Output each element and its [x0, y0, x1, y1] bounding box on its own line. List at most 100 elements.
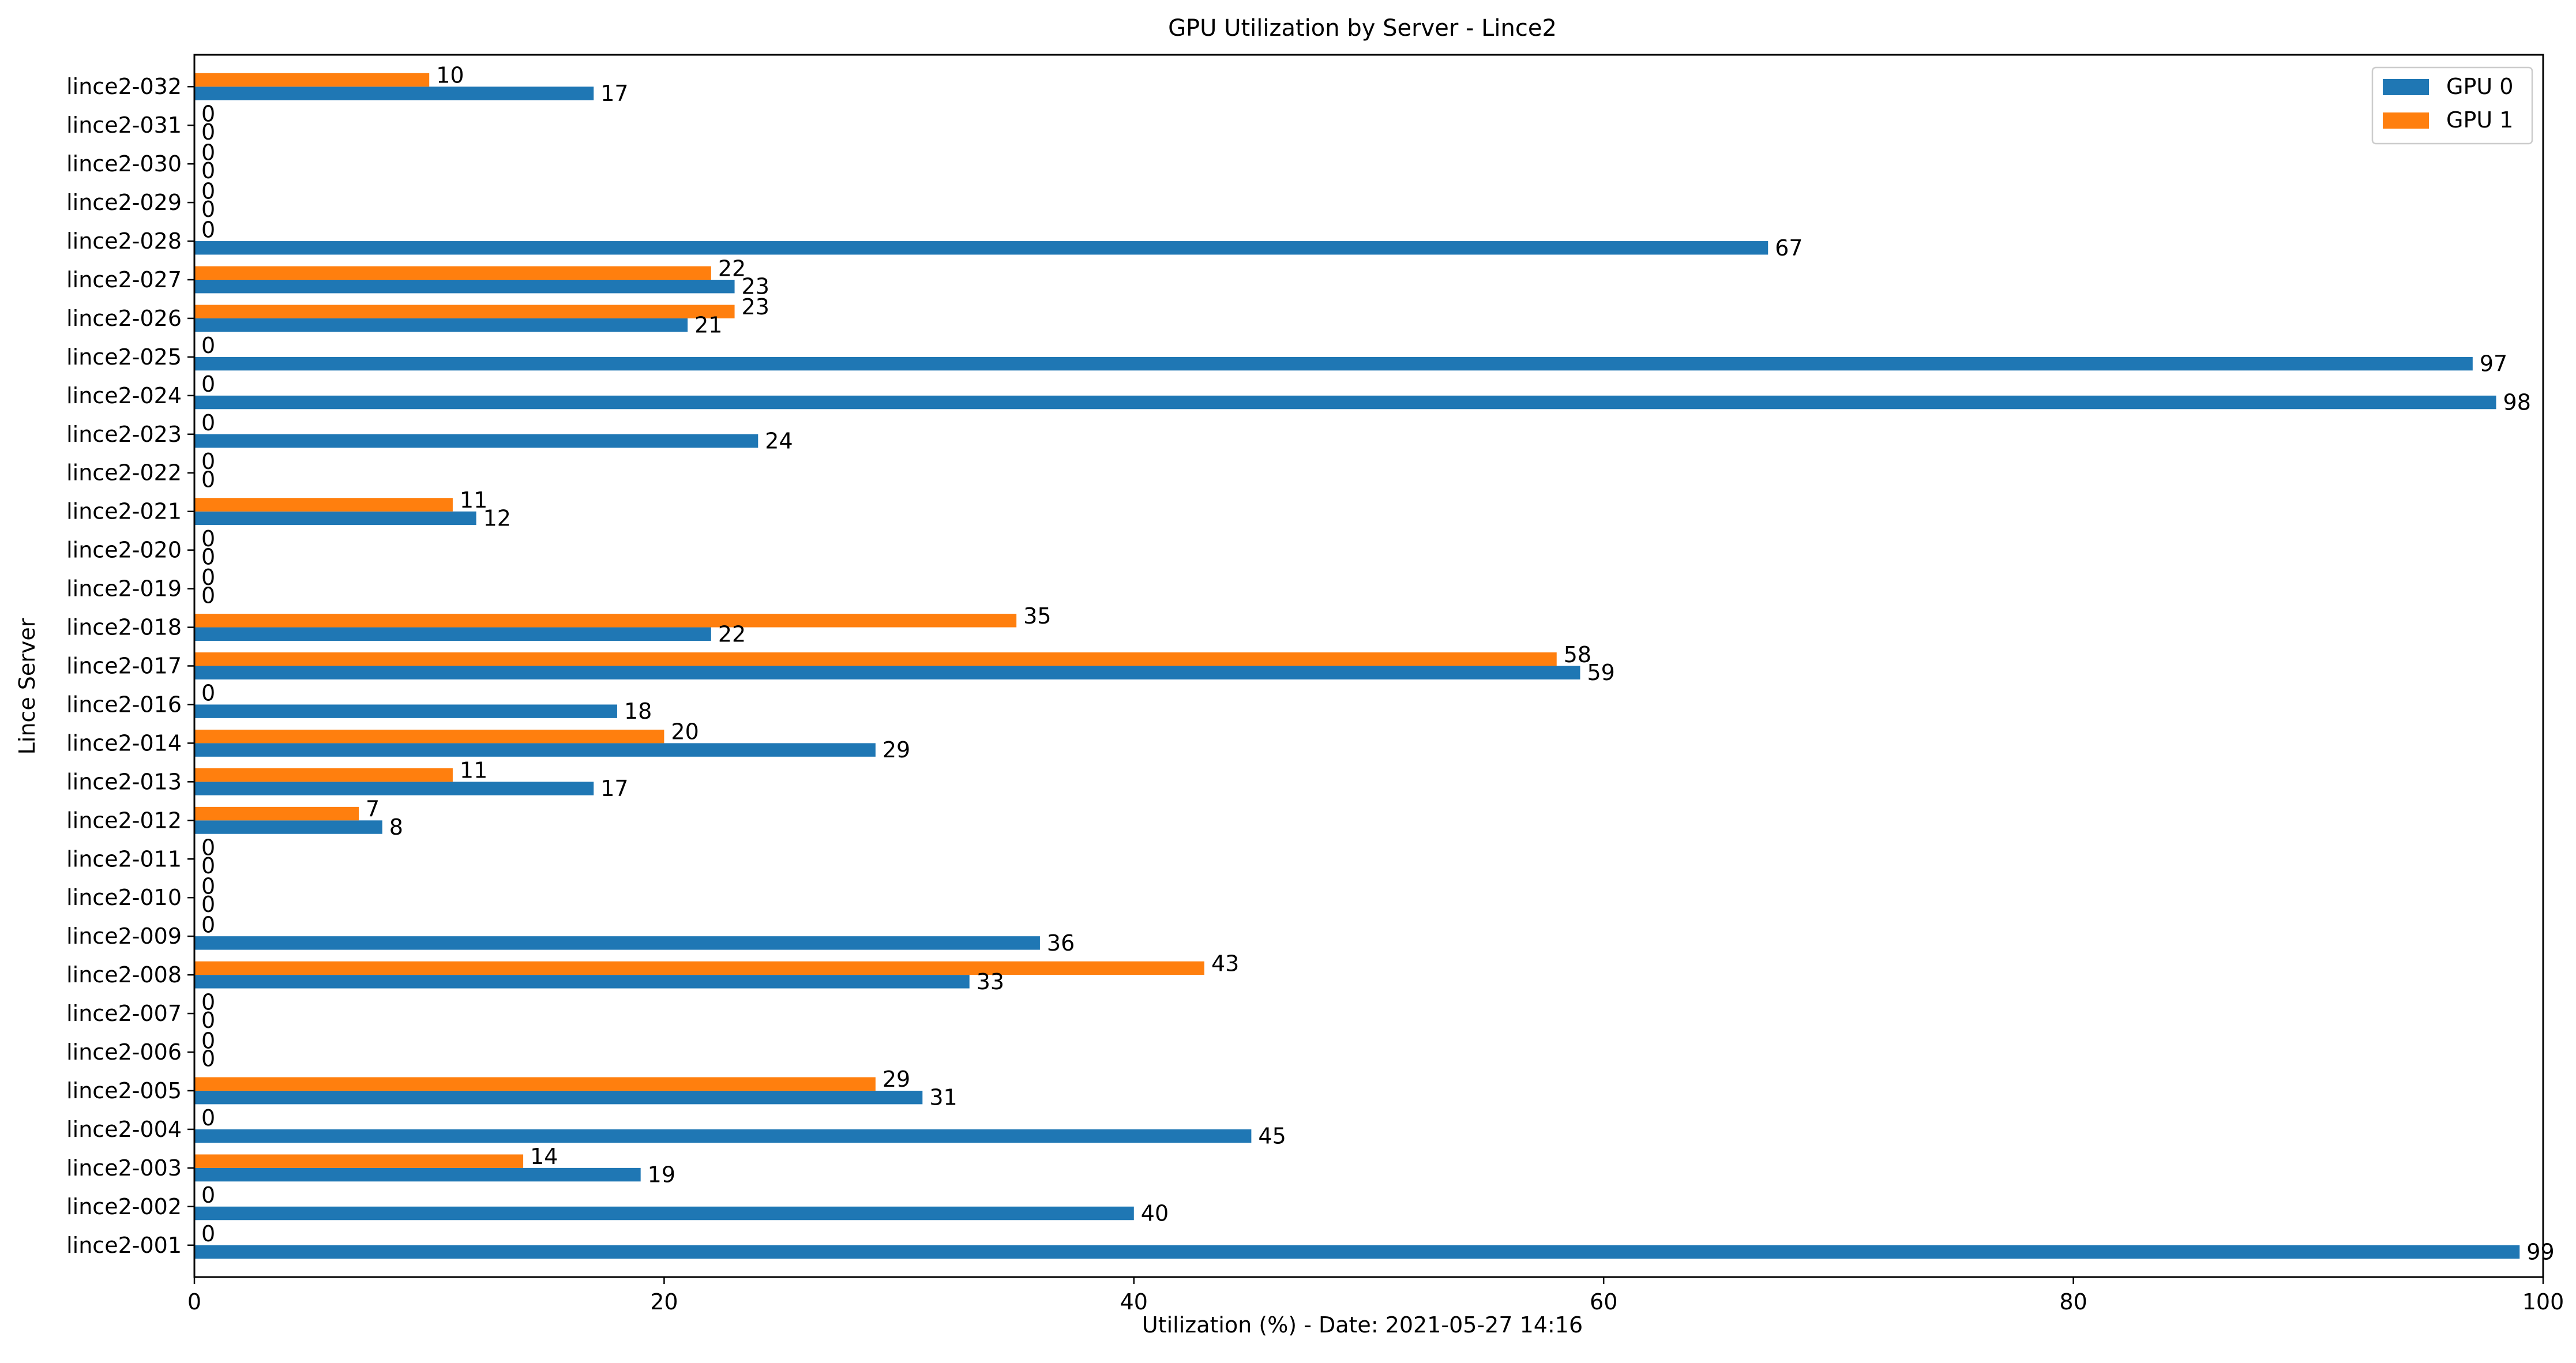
value-label-gpu0: 45	[1258, 1124, 1286, 1149]
bar-gpu1	[194, 266, 711, 280]
value-label-gpu0: 0	[201, 119, 215, 145]
value-label-gpu1: 0	[201, 1105, 215, 1131]
bar-gpu1	[194, 73, 430, 87]
bars-layer	[194, 73, 2520, 1259]
value-label-gpu1: 0	[201, 565, 215, 590]
bar-gpu0	[194, 279, 735, 294]
value-label-gpu1: 0	[201, 526, 215, 551]
y-tick-label: lince2-007	[66, 1001, 182, 1026]
bar-gpu0	[194, 1206, 1134, 1221]
value-label-gpu0: 0	[201, 467, 215, 492]
y-tick-label: lince2-028	[66, 228, 182, 254]
bar-gpu0	[194, 356, 2473, 371]
value-label-gpu0: 0	[201, 892, 215, 917]
bar-gpu0	[194, 1167, 641, 1182]
bar-gpu1	[194, 614, 1017, 628]
value-label-gpu1: 0	[201, 1028, 215, 1053]
y-tick-label: lince2-026	[66, 306, 182, 331]
bar-gpu0	[194, 627, 711, 641]
bar-gpu0	[194, 704, 617, 718]
bar-gpu0	[194, 1245, 2520, 1259]
y-tick-label: lince2-020	[66, 538, 182, 563]
legend-swatch	[2383, 79, 2429, 95]
value-label-gpu0: 98	[2503, 390, 2531, 415]
value-label-gpu0: 0	[201, 158, 215, 183]
value-label-gpu0: 23	[742, 274, 769, 299]
y-tick-label: lince2-023	[66, 422, 182, 447]
bar-gpu0	[194, 1090, 923, 1105]
value-label-gpu1: 29	[883, 1067, 910, 1092]
y-tick-label: lince2-022	[66, 460, 182, 486]
y-tick-label: lince2-004	[66, 1117, 182, 1142]
value-label-gpu0: 21	[694, 313, 722, 338]
bar-gpu0	[194, 975, 970, 989]
value-label-gpu1: 0	[201, 371, 215, 397]
legend-swatch	[2383, 112, 2429, 129]
value-label-gpu1: 10	[436, 63, 464, 88]
y-tick-label: lince2-008	[66, 962, 182, 987]
bar-gpu1	[194, 498, 453, 512]
y-tick-label: lince2-006	[66, 1039, 182, 1065]
x-axis: 0 20 40 60 80 100	[187, 1277, 2564, 1315]
y-tick-label: lince2-012	[66, 808, 182, 833]
value-label-gpu1: 0	[201, 681, 215, 706]
value-label-gpu0: 0	[201, 544, 215, 569]
bar-gpu1	[194, 806, 359, 821]
value-label-gpu0: 12	[483, 505, 511, 531]
value-label-gpu1: 0	[201, 410, 215, 435]
value-label-gpu1: 22	[718, 256, 746, 281]
bar-gpu0	[194, 241, 1768, 255]
chart-title: GPU Utilization by Server - Lince2	[1168, 15, 1557, 42]
y-tick-label: lince2-016	[66, 692, 182, 717]
y-tick-label: lince2-011	[66, 846, 182, 872]
value-label-gpu1: 0	[201, 217, 215, 242]
bar-gpu1	[194, 652, 1557, 666]
bar-gpu1	[194, 1077, 876, 1091]
value-label-gpu0: 0	[201, 1008, 215, 1033]
value-label-gpu0: 0	[201, 1046, 215, 1072]
value-label-gpu0: 17	[600, 81, 628, 106]
x-tick-label: 100	[2522, 1289, 2564, 1315]
value-label-gpu1: 0	[201, 449, 215, 474]
value-label-gpu1: 0	[201, 873, 215, 899]
value-label-gpu0: 8	[389, 814, 403, 840]
bar-gpu1	[194, 305, 735, 318]
y-tick-label: lince2-017	[66, 654, 182, 679]
bar-gpu0	[194, 395, 2496, 410]
bar-gpu1	[194, 729, 664, 744]
y-tick-label: lince2-010	[66, 885, 182, 910]
value-label-gpu0: 18	[624, 699, 652, 724]
value-label-gpu1: 0	[201, 101, 215, 126]
y-axis-label: Lince Server	[14, 618, 40, 754]
y-tick-label: lince2-005	[66, 1078, 182, 1103]
x-tick-label: 40	[1120, 1289, 1148, 1315]
value-label-gpu0: 67	[1775, 235, 1803, 261]
y-tick-label: lince2-019	[66, 576, 182, 602]
value-label-gpu0: 0	[201, 197, 215, 222]
y-tick-label: lince2-025	[66, 344, 182, 370]
y-tick-label: lince2-001	[66, 1233, 182, 1258]
y-tick-label: lince2-013	[66, 769, 182, 794]
value-label-gpu0: 97	[2480, 351, 2507, 377]
bar-gpu1	[194, 768, 453, 782]
y-tick-label: lince2-002	[66, 1194, 182, 1219]
value-label-gpu1: 11	[460, 487, 487, 513]
x-tick-label: 60	[1590, 1289, 1617, 1315]
value-label-gpu0: 17	[600, 776, 628, 801]
legend-label: GPU 0	[2446, 74, 2513, 99]
bar-gpu0	[194, 511, 476, 525]
y-tick-label: lince2-031	[66, 112, 182, 138]
legend: GPU 0 GPU 1	[2371, 66, 2533, 145]
y-tick-label: lince2-032	[66, 74, 182, 99]
bar-gpu0	[194, 1129, 1252, 1143]
value-label-gpu1: 58	[1564, 642, 1591, 667]
y-tick-label: lince2-003	[66, 1155, 182, 1181]
y-tick-label: lince2-029	[66, 190, 182, 215]
bar-gpu0	[194, 434, 758, 448]
value-label-gpu1: 20	[671, 719, 699, 745]
value-label-gpu1: 43	[1211, 951, 1239, 976]
value-label-gpu0: 59	[1587, 660, 1614, 685]
value-label-gpu0: 19	[648, 1162, 675, 1188]
y-axis: lince2-001 lince2-002 lince2-003 lince2-004…	[66, 74, 194, 1258]
